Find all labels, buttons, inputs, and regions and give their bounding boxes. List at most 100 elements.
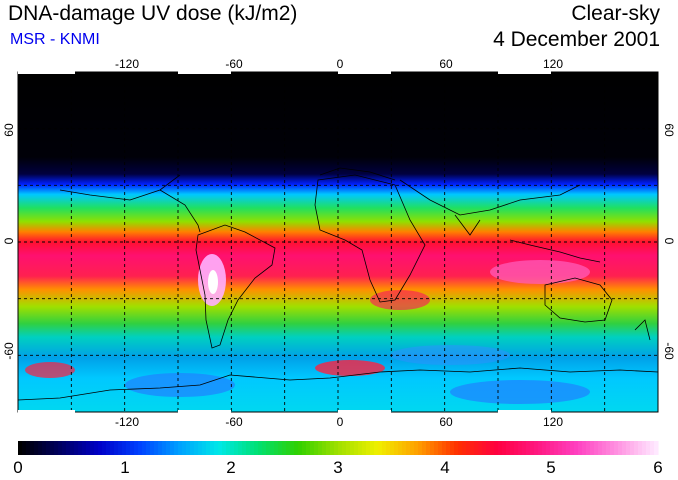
colorbar-swatch	[266, 441, 271, 455]
colorbar-swatch	[134, 441, 139, 455]
colorbar-swatch	[110, 441, 115, 455]
colorbar-swatch	[342, 441, 347, 455]
colorbar-swatch	[262, 441, 267, 455]
colorbar-swatch	[166, 441, 171, 455]
colorbar-label-4: 4	[440, 458, 450, 477]
frame-seg-bot-2	[178, 410, 231, 413]
south-america-coast	[195, 224, 276, 349]
colorbar-swatch	[270, 441, 275, 455]
colorbar-swatch	[478, 441, 483, 455]
colorbar-swatch	[122, 441, 127, 455]
antarctic-blue-2	[450, 380, 590, 404]
colorbar-swatch	[646, 441, 651, 455]
colorbar-swatch	[414, 441, 419, 455]
colorbar-swatch	[230, 441, 235, 455]
colorbar-swatch	[282, 441, 287, 455]
frame-seg-top-2	[178, 71, 231, 74]
colorbar-swatch	[186, 441, 191, 455]
lon-label-bottom-5: 120	[542, 415, 564, 429]
colorbar-swatch	[582, 441, 587, 455]
lon-label-top-2: -60	[225, 57, 243, 71]
colorbar-swatch	[182, 441, 187, 455]
colorbar-swatch	[238, 441, 243, 455]
frame-seg-top-4	[498, 71, 551, 74]
colorbar-swatch	[394, 441, 399, 455]
antarctic-red-1	[315, 360, 385, 376]
colorbar-swatch	[74, 441, 79, 455]
colorbar-swatch	[566, 441, 571, 455]
colorbar-swatch	[274, 441, 279, 455]
colorbar-swatch	[62, 441, 67, 455]
colorbar-swatch	[562, 441, 567, 455]
colorbar-swatch	[546, 441, 551, 455]
colorbar-label-3: 3	[333, 458, 343, 477]
colorbar-swatch	[162, 441, 167, 455]
colorbar-swatch	[550, 441, 555, 455]
lon-label-top-1: -120	[114, 57, 140, 71]
colorbar-swatch	[102, 441, 107, 455]
colorbar-swatch	[290, 441, 295, 455]
colorbar-swatch	[258, 441, 263, 455]
lon-label-bottom-2: -60	[225, 415, 243, 429]
colorbar-swatch	[442, 441, 447, 455]
colorbar-swatch	[574, 441, 579, 455]
indonesia-max	[490, 260, 590, 284]
frame-seg-bot-1	[18, 410, 75, 413]
colorbar-swatch	[218, 441, 223, 455]
colorbar-swatch	[506, 441, 511, 455]
colorbar-swatch	[438, 441, 443, 455]
colorbar-swatch	[434, 441, 439, 455]
colorbar-swatch	[26, 441, 31, 455]
colorbar-swatch	[426, 441, 431, 455]
colorbar-swatch	[626, 441, 631, 455]
colorbar-swatch	[202, 441, 207, 455]
colorbar-swatch	[602, 441, 607, 455]
colorbar-swatch	[174, 441, 179, 455]
colorbar-swatch	[534, 441, 539, 455]
colorbar-swatch	[254, 441, 259, 455]
colorbar-swatch	[374, 441, 379, 455]
lon-label-top-5: 120	[542, 57, 564, 71]
colorbar-swatch	[554, 441, 559, 455]
antarctic-red-2	[25, 362, 75, 378]
colorbar-swatch	[522, 441, 527, 455]
colorbar-swatch	[66, 441, 71, 455]
colorbar-swatch	[622, 441, 627, 455]
colorbar-swatch	[22, 441, 27, 455]
colorbar-swatch	[286, 441, 291, 455]
colorbar-swatch	[642, 441, 647, 455]
colorbar-swatch	[466, 441, 471, 455]
colorbar-swatch	[630, 441, 635, 455]
colorbar-swatch	[86, 441, 91, 455]
lon-label-bottom-1: -120	[114, 415, 140, 429]
colorbar-swatch	[142, 441, 147, 455]
colorbar-swatch	[338, 441, 343, 455]
colorbar-swatch	[598, 441, 603, 455]
colorbar-swatch	[190, 441, 195, 455]
colorbar-swatch	[454, 441, 459, 455]
colorbar-swatch	[366, 441, 371, 455]
colorbar-swatch	[170, 441, 175, 455]
africa-coast	[314, 174, 426, 303]
colorbar-swatch	[306, 441, 311, 455]
colorbar-swatch	[458, 441, 463, 455]
colorbar-swatch	[234, 441, 239, 455]
colorbar-swatch	[402, 441, 407, 455]
colorbar-swatch	[250, 441, 255, 455]
colorbar-swatch	[594, 441, 599, 455]
colorbar-swatch	[310, 441, 315, 455]
colorbar-swatch	[538, 441, 543, 455]
colorbar-swatch	[514, 441, 519, 455]
colorbar-swatch	[30, 441, 35, 455]
colorbar-swatch	[158, 441, 163, 455]
colorbar-swatch	[422, 441, 427, 455]
colorbar-label-2: 2	[226, 458, 236, 477]
colorbar-swatch	[474, 441, 479, 455]
colorbar-swatch	[330, 441, 335, 455]
antarctic-blue-1	[125, 373, 235, 397]
lon-label-top-3: 0	[336, 57, 344, 71]
colorbar-swatch	[354, 441, 359, 455]
colorbar-label-6: 6	[653, 458, 663, 477]
colorbar-swatch	[362, 441, 367, 455]
colorbar-swatch	[462, 441, 467, 455]
